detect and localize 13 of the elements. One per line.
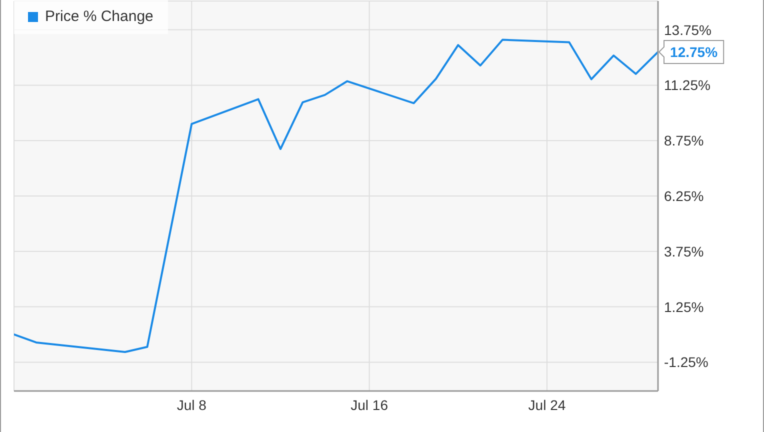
y-tick-label: 11.25%	[664, 77, 710, 94]
x-tick-label: Jul 8	[176, 396, 207, 413]
y-tick-label: 6.25%	[664, 188, 704, 204]
x-tick-label: Jul 24	[528, 396, 566, 413]
y-tick-label: 1.25%	[664, 298, 704, 315]
x-tick-label: Jul 16	[350, 396, 388, 413]
y-tick-label: -1.25%	[664, 354, 708, 370]
y-tick-label: 3.75%	[664, 243, 704, 260]
y-tick-label: 13.75%	[664, 22, 712, 38]
data-label: 12.75%	[670, 44, 718, 60]
legend-label: Price % Change	[45, 8, 154, 26]
line-series	[14, 38, 658, 353]
y-tick-label: 8.75%	[664, 132, 704, 149]
